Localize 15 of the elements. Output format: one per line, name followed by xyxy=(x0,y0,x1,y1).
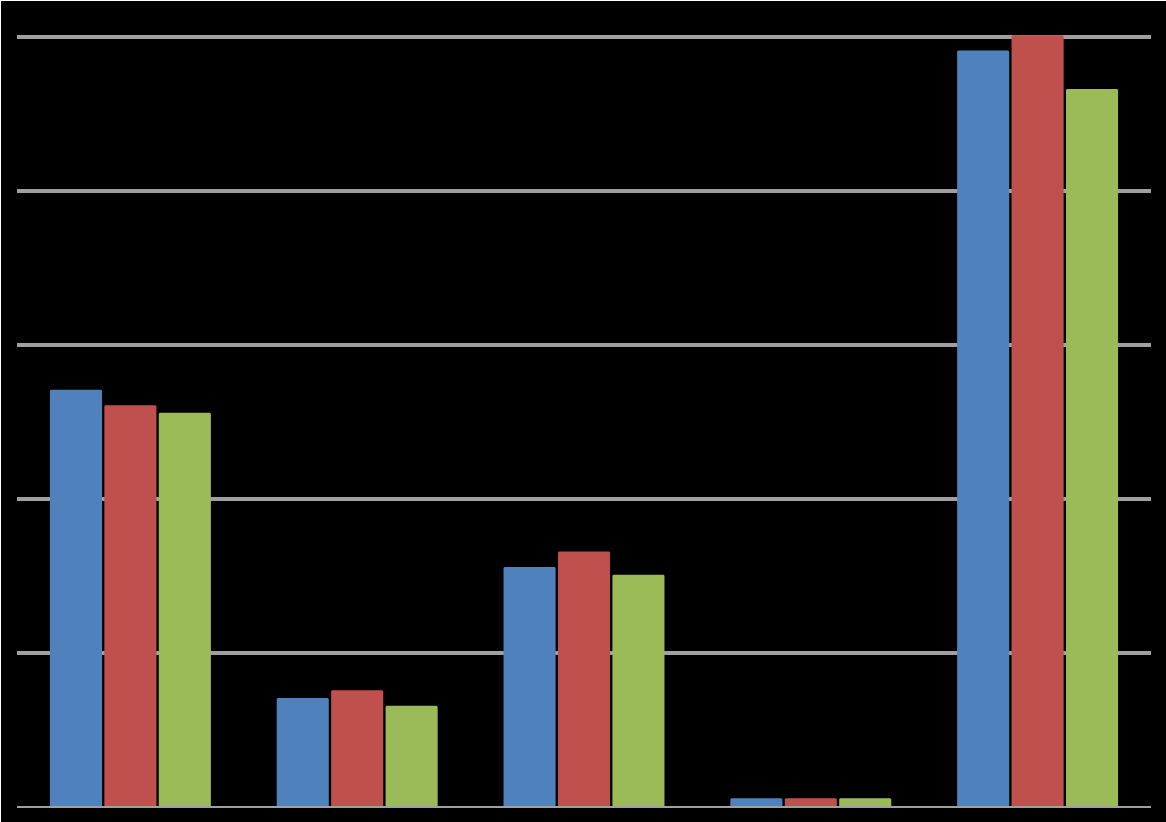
bar xyxy=(839,798,892,807)
bar xyxy=(331,690,384,807)
bar xyxy=(1011,35,1064,807)
bar xyxy=(49,389,103,807)
bar xyxy=(557,551,611,807)
bar xyxy=(1065,89,1119,807)
bar xyxy=(503,567,556,807)
bar xyxy=(957,50,1010,807)
bar xyxy=(276,698,329,807)
bar xyxy=(385,705,438,807)
bar xyxy=(104,405,157,807)
bar xyxy=(612,574,665,807)
bar xyxy=(784,798,837,807)
bar xyxy=(158,412,211,807)
bar xyxy=(730,798,783,807)
